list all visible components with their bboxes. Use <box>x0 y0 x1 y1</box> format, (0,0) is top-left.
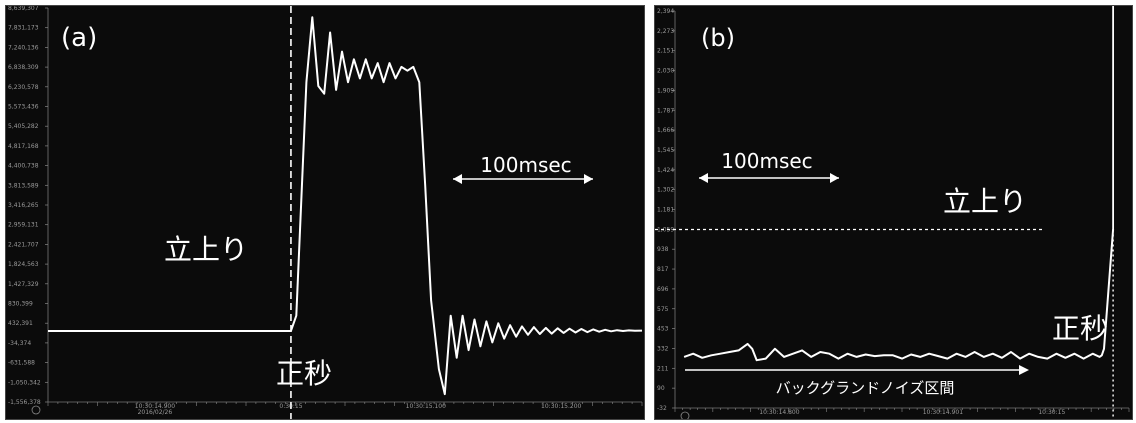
interval-arrow-head-left <box>699 173 708 183</box>
y-tick-label: 817 <box>657 266 669 273</box>
x-tick-label: 10:30:15.200 <box>541 403 581 410</box>
y-tick-label: 3,416,265 <box>8 202 39 209</box>
y-tick-label: 8,639,307 <box>8 6 39 12</box>
data-series-line <box>48 16 643 396</box>
y-tick-label: 2,959,131 <box>8 222 39 229</box>
interval-arrow-head-right <box>830 173 839 183</box>
y-tick-label: 90 <box>657 385 665 392</box>
noise-arrow-head <box>1019 365 1029 375</box>
panel-label-b: (b) <box>701 24 735 52</box>
y-tick-label: 5,573,436 <box>8 104 39 111</box>
y-tick-label: 432,391 <box>8 320 33 327</box>
y-tick-label: 3,813,589 <box>8 182 39 189</box>
y-tick-label: 938 <box>657 246 669 253</box>
y-tick-label: 1,666 <box>657 127 674 134</box>
chart-b-svg: 2,394 2,273 2,151 2,030 1,909 1,787 1,666 1,545… <box>655 6 1130 419</box>
y-tick-label: 6,838,309 <box>8 64 39 71</box>
y-tick-label: 453 <box>657 326 669 333</box>
interval-arrow-head-left <box>453 174 462 184</box>
y-tick-label: 211 <box>657 365 669 372</box>
interval-label: 100msec <box>721 149 812 173</box>
y-tick-label: -32 <box>657 405 667 412</box>
y-tick-label: 7,831,173 <box>8 25 39 32</box>
y-tick-label: 830,399 <box>8 301 33 308</box>
chart-a-svg: 8,639,307 7,831,173 7,240,136 6,838,309 6,23… <box>8 6 643 419</box>
origin-marker <box>31 405 41 415</box>
y-tick-label: 6,230,578 <box>8 84 39 91</box>
origin-marker <box>680 411 690 419</box>
y-tick-label: 7,240,136 <box>8 44 39 51</box>
x-tick-label: 10:30:14.800 <box>759 409 799 416</box>
y-tick-label: 1,787 <box>657 107 674 114</box>
second-label: 正秒 <box>1052 312 1108 345</box>
y-tick-label: 2,421,707 <box>8 241 39 248</box>
y-tick-label: -1,556,378 <box>8 399 41 406</box>
y-tick-label: 4,400,738 <box>8 163 39 170</box>
y-tick-label: 1,302 <box>657 187 674 194</box>
panel-label-a: (a) <box>61 23 97 53</box>
y-tick-label: -34,374 <box>8 340 31 347</box>
y-tick-label: 2,151 <box>657 48 674 55</box>
y-tick-label: 1,181 <box>657 207 674 214</box>
chart-panel-b: 2,394 2,273 2,151 2,030 1,909 1,787 1,666 1,545… <box>654 5 1133 420</box>
x-tick-label: 10:30:14.901 <box>923 409 963 416</box>
noise-label: バックグランドノイズ区間 <box>776 379 955 397</box>
y-tick-label: 1,059 <box>657 226 674 233</box>
data-series-line <box>683 229 1115 362</box>
y-tick-label: 575 <box>657 306 669 313</box>
interval-arrow-head-right <box>584 174 593 184</box>
y-tick-label: 1,824,563 <box>8 261 39 268</box>
x-tick-label: 2016/02/26 <box>138 409 173 416</box>
second-label: 正秒 <box>276 357 332 390</box>
y-tick-label: 1,545 <box>657 147 674 154</box>
y-tick-label: 4,817,168 <box>8 143 39 150</box>
x-tick-label: 10:30:14.900 <box>135 403 175 410</box>
y-tick-label: 1,909 <box>657 87 674 94</box>
rise-label: 立上り <box>943 185 1027 218</box>
y-tick-label: 2,030 <box>657 68 674 75</box>
y-tick-label: 2,394 <box>657 8 674 15</box>
y-tick-label: 1,427,329 <box>8 281 39 288</box>
rise-label: 立上り <box>164 233 248 266</box>
chart-panel-a: 8,639,307 7,831,173 7,240,136 6,838,309 6,23… <box>5 5 645 420</box>
y-tick-label: -631,588 <box>8 360 35 367</box>
interval-label: 100msec <box>480 153 571 177</box>
y-tick-label: -1,050,342 <box>8 379 41 386</box>
x-tick-label: 10:30:15.100 <box>406 403 446 410</box>
x-tick-label: 10:30:15 <box>1038 409 1065 416</box>
y-tick-label: 5,405,282 <box>8 123 39 130</box>
y-tick-label: 332 <box>657 345 669 352</box>
y-tick-label: 2,273 <box>657 28 674 35</box>
y-tick-label: 1,424 <box>657 167 674 174</box>
y-tick-label: 696 <box>657 286 669 293</box>
